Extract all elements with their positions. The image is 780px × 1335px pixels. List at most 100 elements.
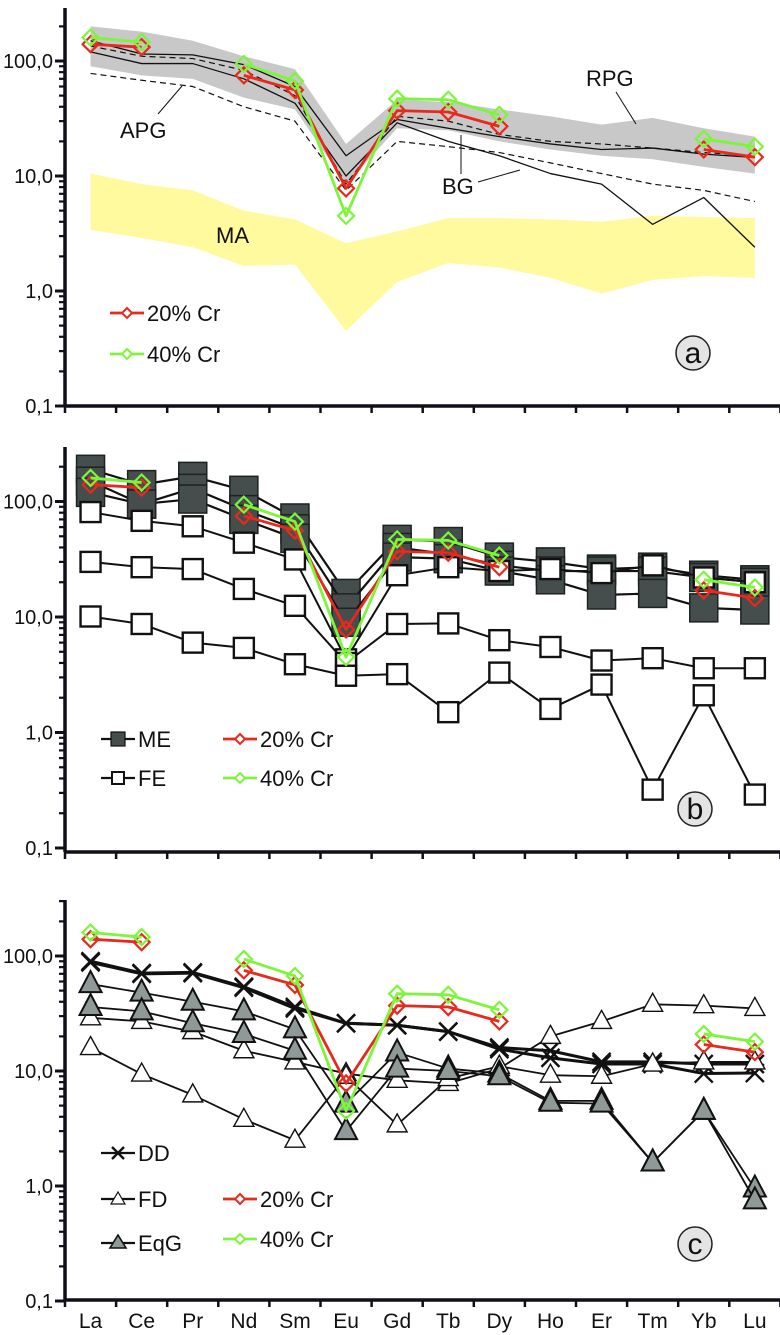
data-point [590, 673, 613, 696]
data-point [637, 578, 668, 609]
y-tick-label: 1,0 [25, 723, 53, 745]
series-dd [80, 952, 765, 1074]
legend-item-20-cr: 20% Cr [223, 727, 333, 752]
legend-marker [233, 771, 247, 785]
y-tick-label: 1,0 [25, 281, 53, 303]
data-point [641, 646, 664, 670]
series-line [703, 148, 756, 159]
legend-label: 20% Cr [147, 301, 220, 326]
x-tick-label: Lu [743, 1310, 766, 1333]
series-line [90, 51, 756, 248]
legend-label: FD [138, 1187, 167, 1212]
data-point [692, 657, 715, 680]
data-point [385, 1112, 409, 1133]
x-tick-label: La [79, 1310, 103, 1333]
legend-label: 40% Cr [260, 766, 333, 791]
series-line [703, 1032, 756, 1044]
data-point [128, 996, 155, 1021]
data-point [282, 1035, 308, 1060]
data-point [178, 484, 208, 514]
data-point [745, 147, 765, 167]
series-40-cr [80, 922, 765, 1121]
panel-label-circle [675, 335, 711, 371]
data-point [641, 778, 664, 801]
legend: DD FD EqG 20% Cr 40% Cr [101, 1141, 333, 1256]
legend-item-40-cr: 40% Cr [110, 342, 220, 367]
data-point [591, 1052, 612, 1072]
legend-label: ME [138, 727, 171, 752]
data-point [742, 1185, 768, 1210]
data-point [743, 783, 767, 806]
series-20-cr [80, 34, 765, 198]
legend-marker [111, 1146, 125, 1160]
axes: 100,0 10,0 1,0 0,1 [3, 447, 780, 860]
data-point [641, 991, 664, 1013]
series-line [243, 503, 500, 659]
data-point [285, 975, 305, 995]
data-point [234, 54, 254, 74]
cross-stroke [80, 952, 101, 973]
series-fe [79, 605, 767, 806]
cross-stroke [336, 1013, 356, 1034]
cross-stroke [489, 1037, 510, 1058]
data-point [285, 521, 305, 541]
cross-stroke [387, 1015, 407, 1036]
data-point [80, 27, 101, 48]
data-point [285, 71, 305, 91]
data-point [745, 577, 765, 598]
series-apg-rpg-upper [90, 40, 755, 159]
data-point [283, 548, 307, 571]
panel-label-text: a [685, 337, 702, 370]
data-point [691, 1095, 717, 1120]
legend-marker [109, 1190, 127, 1205]
series-line [703, 1043, 756, 1054]
data-point [181, 557, 204, 581]
data-point [130, 555, 153, 579]
x-tick-label: Pr [182, 1310, 203, 1333]
arrow-apg [157, 85, 183, 115]
data-point [489, 546, 509, 566]
data-point [384, 1053, 410, 1078]
axes: 100,0 10,0 1,0 0,1 [3, 8, 780, 418]
arrow-rpg [615, 91, 637, 125]
data-point [438, 1021, 459, 1042]
data-point [283, 594, 307, 618]
cross-stroke [131, 963, 152, 984]
data-point [336, 1101, 356, 1121]
data-point [232, 636, 256, 660]
data-point [336, 178, 356, 198]
data-point [694, 1024, 714, 1044]
panel-label-circle [677, 791, 713, 827]
cross-stroke [438, 1021, 459, 1042]
data-point [80, 468, 101, 488]
data-point [130, 509, 153, 533]
legend-item-eqg: EqG [101, 1231, 182, 1256]
data-point [437, 612, 460, 635]
data-point [181, 1082, 204, 1103]
data-point [234, 506, 254, 526]
data-point [694, 129, 714, 149]
data-point [692, 993, 715, 1014]
cross-stroke [540, 1040, 561, 1061]
legend-item-20-cr: 20% Cr [223, 1187, 333, 1212]
data-point [438, 997, 458, 1017]
series-line [243, 62, 500, 218]
legend-item-dd: DD [101, 1141, 170, 1166]
legend-label: 20% Cr [260, 1187, 333, 1212]
data-point [539, 1062, 562, 1083]
annotation-bg: BG [442, 174, 474, 199]
data-point [588, 1088, 615, 1113]
legend-item-fd: FD [101, 1187, 167, 1212]
series-line [243, 514, 500, 631]
annotation-apg: APG [120, 118, 166, 143]
data-point [283, 1127, 307, 1148]
data-point [586, 580, 617, 610]
data-point [489, 1037, 510, 1058]
data-point [438, 985, 458, 1005]
data-point [180, 1008, 206, 1033]
data-point [438, 90, 458, 110]
data-point [232, 577, 256, 601]
series-40-cr [80, 27, 765, 226]
data-point [387, 1015, 407, 1036]
data-point [435, 1055, 461, 1080]
